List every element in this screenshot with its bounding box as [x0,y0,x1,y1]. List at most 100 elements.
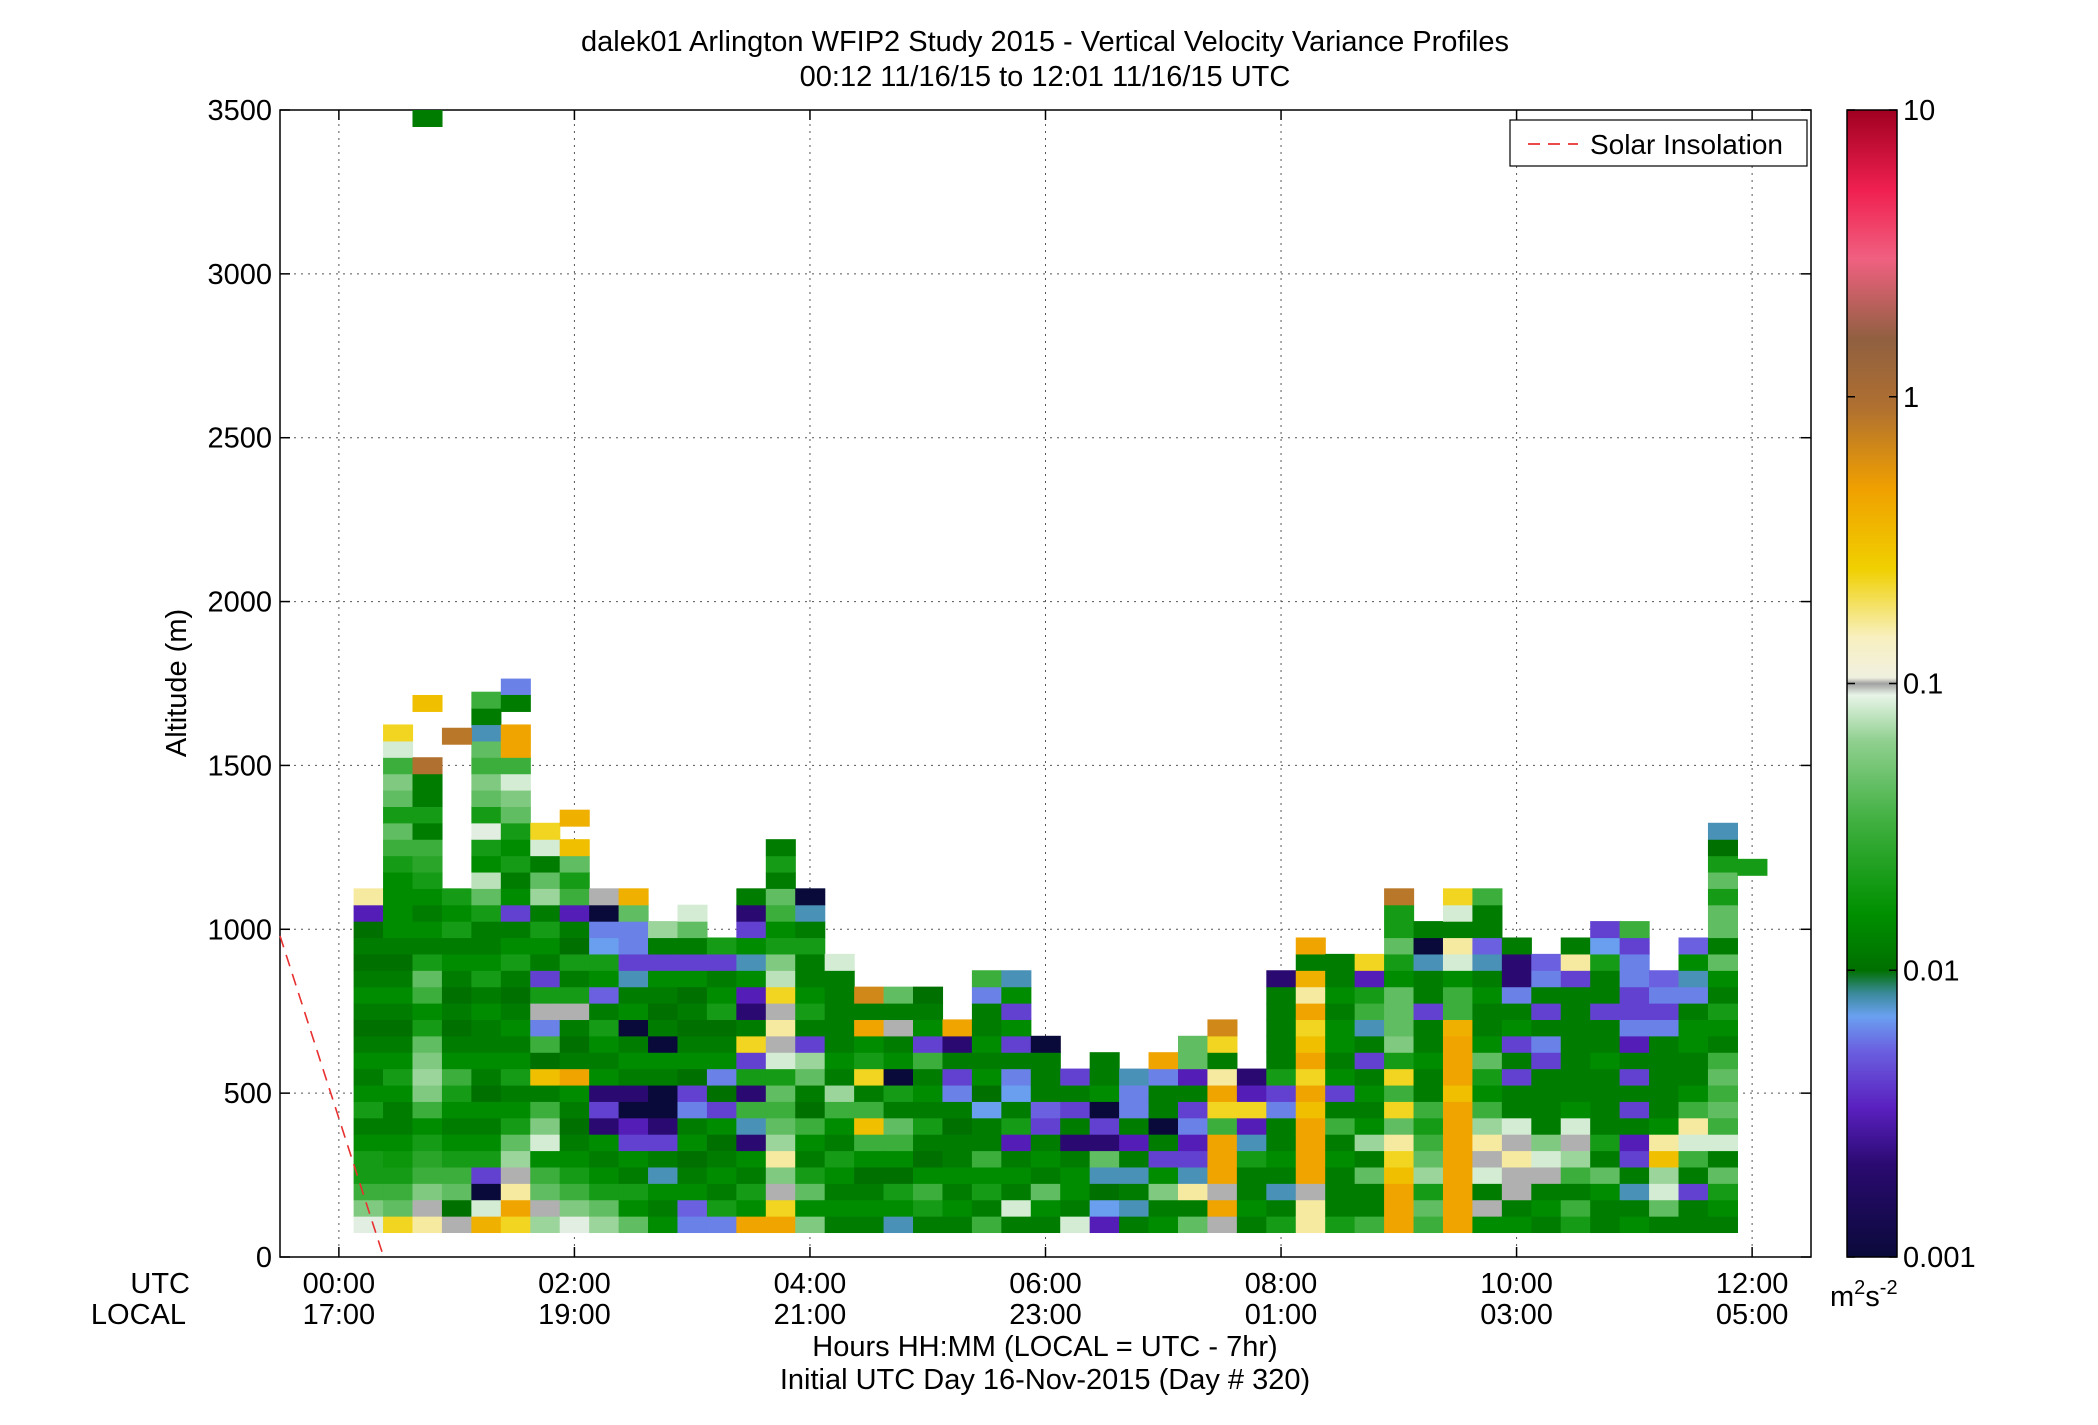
heatmap-cell [353,1183,384,1201]
heatmap-cell [1295,1101,1326,1119]
heatmap-cell [971,1101,1002,1119]
heatmap-cell [648,1216,679,1234]
heatmap-cell [1472,937,1503,955]
heatmap-cell [1649,1003,1680,1021]
heatmap-cell [412,773,443,791]
heatmap-cell [412,1117,443,1135]
heatmap-cell [1030,1035,1061,1053]
heatmap-cell [706,1035,737,1053]
heatmap-cell [1649,1166,1680,1184]
heatmap-cell [559,1003,590,1021]
heatmap-cell [1354,1035,1385,1053]
heatmap-cell [1207,1035,1238,1053]
heatmap-cell [1354,1134,1385,1152]
heatmap-cell [824,1101,855,1119]
heatmap-cell [1384,1150,1415,1168]
heatmap-cell [913,1216,944,1234]
heatmap-cell [1472,1084,1503,1102]
heatmap-cell [412,953,443,971]
heatmap-cell [1678,1117,1709,1135]
x-tick-label-utc: 08:00 [1245,1268,1318,1300]
heatmap-cell [412,855,443,873]
x-tick-label-local: 23:00 [1009,1299,1082,1331]
heatmap-cell [500,757,531,775]
heatmap-cell [1148,1216,1179,1234]
heatmap-cell [1001,1101,1032,1119]
heatmap-cell [1531,1035,1562,1053]
heatmap-cell [765,1183,796,1201]
heatmap-cell [1295,1035,1326,1053]
heatmap-cell [1119,1117,1150,1135]
heatmap-cell [706,1216,737,1234]
heatmap-cell [765,937,796,955]
heatmap-cell [1266,1150,1297,1168]
heatmap-cell [1001,1068,1032,1086]
heatmap-cell [1413,1084,1444,1102]
heatmap-cell [530,904,561,922]
x-tick-label-utc: 04:00 [774,1268,847,1300]
heatmap-cell [1501,937,1532,955]
heatmap-cell [559,937,590,955]
heatmap-cell [1707,986,1738,1004]
heatmap-cell [1177,1117,1209,1135]
heatmap-cell [1354,1117,1385,1135]
heatmap-cell [500,937,531,955]
heatmap-cell [383,953,414,971]
heatmap-cell [1678,1003,1709,1021]
heatmap-cell [383,1035,414,1053]
heatmap-cell [706,937,737,955]
heatmap-cell [353,1035,384,1053]
heatmap-cell [1472,1134,1503,1152]
heatmap-cell [1678,986,1709,1004]
heatmap-cell [736,1183,767,1201]
heatmap-cell [412,904,443,922]
heatmap-cell [1207,1199,1238,1217]
heatmap-cell [1590,1216,1621,1234]
heatmap-cell [677,1134,708,1152]
heatmap-cell [471,1003,502,1021]
heatmap-cell [765,1117,796,1135]
y-tick-label: 3500 [207,95,272,127]
heatmap-cell [353,1052,384,1070]
heatmap-cell [383,1101,414,1119]
heatmap-cell [1501,953,1532,971]
heatmap-cell [706,1052,737,1070]
heatmap-cell [1236,1117,1267,1135]
heatmap-cell [530,1101,561,1119]
heatmap-cell [1325,1019,1356,1037]
heatmap-cell [765,1084,796,1102]
heatmap-cell [1442,1166,1474,1184]
heatmap-cell [795,1117,826,1135]
heatmap-cell [971,970,1002,988]
heatmap-cell [1413,1183,1444,1201]
heatmap-cell [1266,1035,1297,1053]
heatmap-cell [1678,1101,1709,1119]
heatmap-cell [1384,904,1415,922]
heatmap-cell [736,937,767,955]
heatmap-cell [1442,921,1474,939]
solar-insolation-line [279,935,385,1258]
heatmap-cell [795,986,826,1004]
heatmap-cell [1678,1068,1709,1086]
heatmap-cell [1295,1216,1326,1234]
heatmap-cell [1472,1216,1503,1234]
heatmap-cell [765,839,796,857]
heatmap-cell [883,1052,914,1070]
heatmap-cell [1089,1134,1120,1152]
heatmap-cell [1030,1101,1061,1119]
heatmap-cell [1707,904,1738,922]
heatmap-cell [1148,1166,1179,1184]
heatmap-cell [1384,1166,1415,1184]
heatmap-cell [1442,937,1474,955]
y-tick-label: 2000 [207,587,272,619]
heatmap-cell [589,970,620,988]
heatmap-cell [500,970,531,988]
heatmap-cell [795,1052,826,1070]
heatmap-cell [500,822,531,840]
heatmap-cell [441,1003,472,1021]
heatmap-cell [1089,1183,1120,1201]
heatmap-cell [1590,986,1621,1004]
heatmap-cell [736,888,767,906]
heatmap-cell [648,1003,679,1021]
